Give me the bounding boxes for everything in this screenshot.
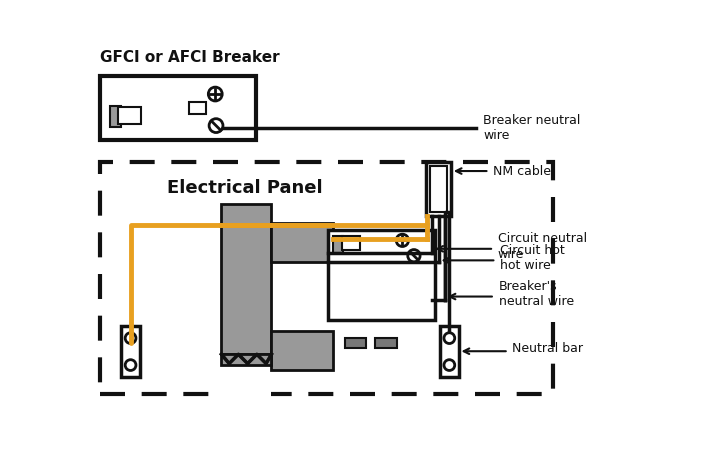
Circle shape (125, 360, 136, 370)
Circle shape (396, 234, 408, 247)
Circle shape (125, 333, 136, 343)
Bar (333, 236, 343, 252)
Text: Electrical Panel: Electrical Panel (167, 179, 322, 197)
Bar (426, 162, 451, 216)
Bar (376, 338, 397, 348)
Bar (271, 223, 333, 262)
Text: Circuit neutral
wire: Circuit neutral wire (498, 233, 587, 261)
Bar (100, 162, 552, 394)
Bar (328, 230, 435, 320)
Bar (222, 364, 271, 400)
Circle shape (444, 333, 454, 343)
Bar (222, 354, 271, 365)
Text: NM cable: NM cable (493, 165, 551, 178)
Bar (222, 204, 271, 354)
Bar (110, 106, 121, 127)
Text: Circuit hot
hot wire: Circuit hot hot wire (500, 244, 565, 272)
Circle shape (408, 250, 420, 262)
Text: Breaker's
neutral wire: Breaker's neutral wire (498, 280, 574, 308)
Bar (119, 107, 141, 124)
Bar (440, 326, 459, 378)
Bar (342, 236, 360, 250)
Bar (100, 76, 256, 140)
Text: Neutral bar: Neutral bar (513, 342, 584, 356)
Circle shape (444, 360, 454, 370)
Bar (189, 102, 206, 114)
Bar (121, 326, 140, 378)
Bar (430, 166, 447, 212)
Bar (344, 338, 366, 348)
Circle shape (208, 87, 222, 101)
Bar (271, 331, 333, 370)
Text: GFCI or AFCI Breaker: GFCI or AFCI Breaker (100, 50, 280, 65)
Text: Breaker neutral
wire: Breaker neutral wire (484, 114, 581, 142)
Circle shape (209, 119, 223, 133)
